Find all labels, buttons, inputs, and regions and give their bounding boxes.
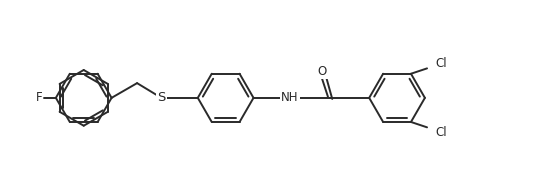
Text: Cl: Cl	[435, 57, 447, 70]
Text: S: S	[157, 91, 165, 104]
Text: F: F	[35, 91, 42, 104]
Text: O: O	[317, 65, 326, 78]
Text: NH: NH	[281, 91, 299, 104]
Text: Cl: Cl	[435, 126, 447, 139]
